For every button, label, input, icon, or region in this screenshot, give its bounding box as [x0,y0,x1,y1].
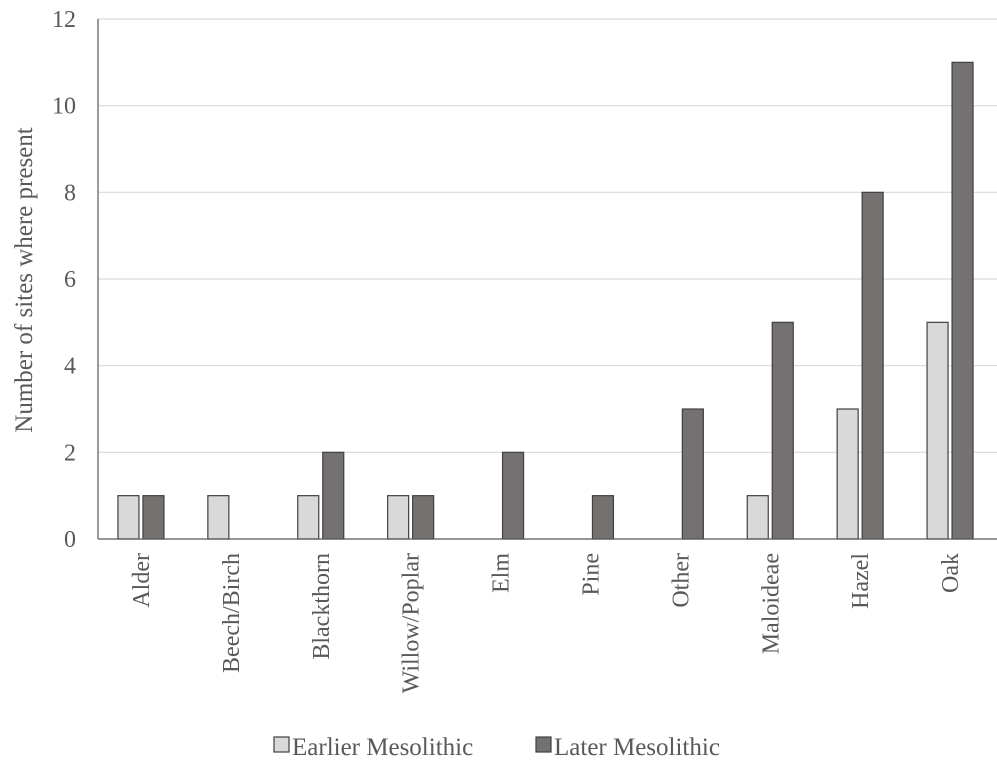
bar-earlier-maloideae [746,495,769,540]
x-tick-label: Other [668,553,694,608]
axes [97,19,997,540]
bar-earlier-beech-birch [207,495,230,540]
x-tick-label: Elm [489,553,515,593]
bar-later-alder [142,495,165,540]
legend-label: Earlier Mesolithic [292,734,473,761]
bars [117,61,974,540]
bar-earlier-willow-poplar [387,495,410,540]
bar-later-elm [501,451,525,540]
y-tick-label: 0 [64,527,76,553]
y-tick-label: 10 [52,94,76,120]
bar-earlier-hazel [836,408,859,540]
bar-later-hazel [861,191,884,540]
x-tick-label: Pine [578,553,604,596]
x-tick-label: Oak [938,553,964,593]
legend: Earlier Mesolithic Later Mesolithic [273,734,720,761]
x-tick-label: Willow/Poplar [399,553,425,693]
x-tick-label: Blackthorn [309,553,335,660]
y-tick-label: 2 [64,440,76,466]
x-tick-labels: Alder Beech/Birch Blackthorn Willow/Poplar E… [129,553,964,694]
bar-earlier-oak [926,321,949,540]
bar-earlier-blackthorn [297,495,320,540]
x-tick-label: Hazel [848,553,874,609]
y-tick-labels: 0 2 4 6 8 10 12 [52,7,76,553]
bar-later-blackthorn [322,451,345,540]
bar-later-oak [951,61,974,540]
y-tick-label: 6 [64,267,76,293]
x-tick-label: Beech/Birch [219,553,245,673]
bar-later-pine [591,495,615,540]
legend-swatch [273,736,290,753]
y-axis-title: Number of sites where present [11,127,38,433]
bar-later-maloideae [771,321,794,540]
y-tick-label: 4 [64,354,76,380]
legend-swatch [535,736,552,753]
x-tick-label: Maloideae [758,553,784,654]
bar-later-other [681,408,704,540]
bar-later-willow-poplar [412,495,435,540]
x-tick-label: Alder [129,553,155,608]
bar-earlier-alder [117,495,140,540]
y-tick-label: 12 [52,7,76,33]
legend-label: Later Mesolithic [554,734,720,761]
y-tick-label: 8 [64,180,76,206]
